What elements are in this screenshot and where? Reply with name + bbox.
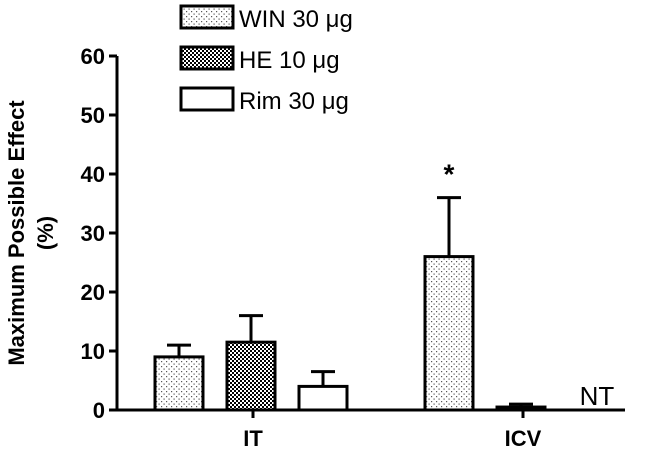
- not-tested-label: NT: [580, 381, 615, 411]
- y-tick-label: 50: [81, 103, 105, 128]
- y-tick-label: 40: [81, 162, 105, 187]
- bar: [153, 355, 205, 412]
- legend-label: HE 10 μg: [239, 47, 340, 74]
- bars: [153, 196, 547, 412]
- bar: [423, 255, 475, 412]
- bar: [297, 384, 349, 412]
- legend-swatch: [179, 86, 235, 112]
- legend-swatch: [179, 45, 235, 71]
- y-tick-label: 10: [81, 339, 105, 364]
- annotations: * NT: [444, 159, 615, 411]
- legend-label: Rim 30 μg: [239, 88, 349, 115]
- x-tick-label: ICV: [505, 426, 542, 451]
- legend-swatch: [179, 4, 235, 30]
- y-tick-label: 0: [93, 398, 105, 423]
- y-tick-label: 60: [81, 44, 105, 69]
- significance-marker: *: [444, 159, 455, 190]
- y-tick-label: 20: [81, 280, 105, 305]
- y-axis-title: Maximum Possible Effect: [4, 100, 29, 366]
- bar: [225, 340, 277, 412]
- y-axis-title-units: (%): [33, 216, 58, 250]
- legend-label: WIN 30 μg: [239, 6, 353, 33]
- y-tick-label: 30: [81, 221, 105, 246]
- axes: 0 10 20 30 40 50 60 Maximum Possible Effect (%) I…: [4, 44, 625, 451]
- x-tick-label: IT: [243, 426, 263, 451]
- legend: WIN 30 μg HE 10 μg Rim 30 μg: [179, 4, 353, 115]
- bar: [495, 405, 547, 412]
